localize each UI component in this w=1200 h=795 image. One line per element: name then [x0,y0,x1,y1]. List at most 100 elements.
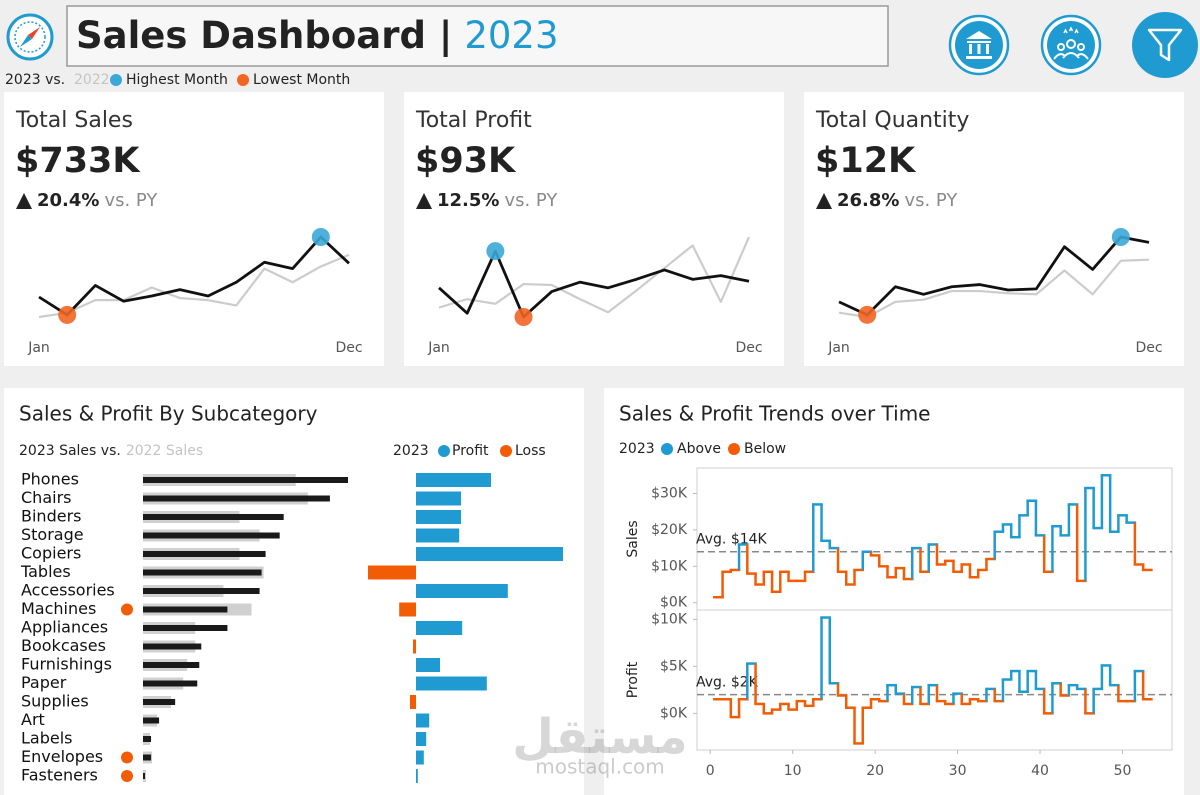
y-tick-label: $10K [651,611,688,627]
x-tick-label: 50 [1114,763,1132,779]
legend-text: 2023 [619,441,655,457]
sales-bar [143,551,266,557]
kpi-change-label: vs. PY [904,190,958,211]
kpi-title: Total Quantity [815,108,969,133]
title-text: Sales Dashboard | [76,14,452,57]
x-tick-label: Jan [427,340,450,356]
sales-bar [143,495,330,502]
bank-button[interactable] [948,14,1010,76]
sales-bar [143,717,160,724]
sales-bar [143,588,260,594]
highest-marker [1111,228,1130,246]
sales-bar [143,532,280,539]
category-label: Storage [21,525,84,544]
chart-title: Sales & Profit Trends over Time [619,402,930,426]
legend-text: Below [744,441,786,457]
chart-title: Sales & Profit By Subcategory [19,402,318,426]
category-label: Tables [20,562,71,581]
legend-text: Above [677,441,721,457]
legend-dot [237,74,249,86]
sales-bar [143,754,152,761]
title-box [66,5,889,67]
sparkline [38,235,350,317]
watermark: مستقل [512,709,688,765]
profit-bar [416,473,491,487]
legend-highest: Highest Month [126,72,228,88]
legend-dot [438,445,450,457]
lowest-marker [858,305,877,324]
sales-bar [143,736,152,742]
legend-prior: 2022 [74,72,110,88]
category-label: Supplies [21,692,89,711]
average-label: Avg. $2K [696,675,759,691]
category-label: Envelopes [21,747,103,766]
y-tick-label: $20K [651,522,688,538]
card [4,92,384,366]
sparkline [438,249,750,319]
legend-compare: 2023 vs. [5,72,65,88]
change-arrow [416,193,432,209]
sparkline [838,235,1150,317]
sales-bar [143,477,348,483]
legend-dot [728,443,740,455]
profit-bar [416,750,424,765]
x-tick-label: Jan [827,340,850,356]
sales-bar [143,699,176,705]
highest-marker [311,228,330,246]
profit-bar [416,491,461,506]
category-label: Phones [21,470,79,489]
profit-bar [416,510,461,524]
sales-bar [143,643,202,650]
profit-bar [416,713,430,728]
sales-bar [143,514,284,520]
profit-bar [416,658,440,672]
logo [6,13,54,61]
profit-bar [413,639,416,654]
kpi-title: Total Profit [415,108,532,133]
y-axis-label: Profit [625,661,641,698]
x-tick-label: Dec [735,340,762,356]
kpi-change-label: vs. PY [104,190,158,211]
card [804,92,1184,366]
kpi-change: 12.5% [437,190,499,211]
sales-bar [143,569,262,576]
sparkline [38,253,350,319]
x-tick-label: Dec [335,340,362,356]
legend-dot [500,445,512,457]
card [604,388,1184,795]
legend-lowest: Lowest Month [253,72,350,88]
y-tick-label: $10K [651,558,688,574]
legend-dot [661,443,673,455]
x-tick-label: Dec [1135,340,1162,356]
profit-bar [416,547,563,561]
x-tick-label: 40 [1031,763,1049,779]
sparkline [838,258,1150,319]
plot-frame [696,467,1173,751]
highest-marker [486,242,505,261]
profit-bar [410,695,416,709]
category-label: Paper [21,673,67,692]
y-tick-label: $0K [660,595,688,611]
category-label: Furnishings [21,655,112,674]
y-tick-label: $0K [660,705,688,721]
category-label: Bookcases [21,636,106,655]
x-tick-label: 10 [784,763,802,779]
profit-bar [368,565,416,580]
profit-bar [399,602,416,617]
title-year: 2023 [464,14,558,57]
card [404,92,784,366]
category-label: Fasteners [21,766,98,785]
profit-bar [416,732,427,746]
customers-button[interactable] [1040,14,1102,76]
category-label: Copiers [21,544,81,563]
x-tick-label: 20 [866,763,884,779]
category-label: Art [21,710,45,729]
profit-bar [416,528,460,543]
profit-bar [416,584,508,598]
category-label: Labels [21,729,73,748]
change-arrow [816,193,832,209]
kpi-value: $12K [815,141,917,181]
sales-bar [143,662,200,668]
filter-button[interactable] [1132,12,1198,78]
category-label: Binders [21,507,81,526]
